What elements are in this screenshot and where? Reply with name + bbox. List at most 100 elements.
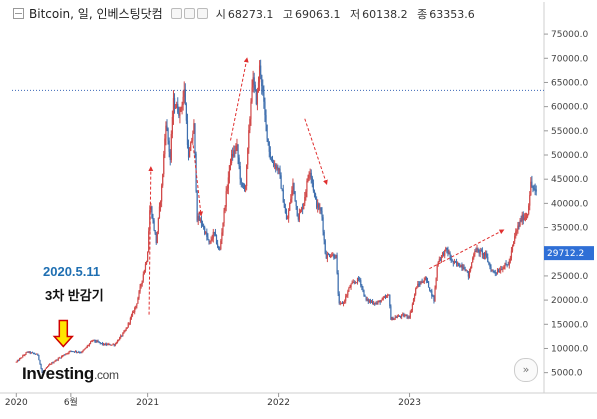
last-price-tag: [544, 246, 594, 261]
candle-body: [220, 240, 222, 249]
candle-body: [471, 262, 473, 269]
candle-body: [179, 108, 181, 116]
candle-body: [425, 277, 428, 281]
candle-body: [47, 365, 50, 367]
candle-body: [267, 138, 269, 142]
candle-body: [144, 264, 147, 271]
candle-body: [276, 166, 278, 169]
candle-body: [451, 260, 453, 262]
candle-body: [410, 309, 412, 313]
candle-body: [244, 186, 247, 190]
visibility-toggle-icon[interactable]: [170, 8, 182, 19]
candle-body: [161, 185, 163, 202]
candle-body: [361, 285, 363, 288]
candle-body: [309, 172, 311, 174]
candle-body: [416, 287, 418, 289]
candle-body: [45, 367, 48, 369]
candle-body: [393, 318, 395, 320]
candle-body: [207, 236, 209, 240]
candle-body: [89, 341, 92, 344]
candle-body: [496, 271, 499, 274]
trend-arrow: [429, 229, 505, 270]
candle-body: [206, 232, 208, 237]
candle-body: [501, 269, 503, 270]
settings-icon[interactable]: [183, 8, 195, 19]
candle-body: [162, 174, 164, 186]
candle-body: [194, 123, 196, 154]
candle-body: [475, 251, 477, 252]
candle-body: [102, 343, 105, 345]
candle-body: [126, 327, 128, 329]
candle-body: [356, 278, 359, 283]
candle-body: [401, 314, 403, 317]
candle-body: [208, 239, 210, 242]
candle-body: [142, 274, 144, 281]
candle-body: [493, 270, 495, 273]
candle-body: [127, 323, 129, 328]
candle-body: [376, 303, 378, 304]
candle-body: [391, 317, 393, 320]
candle-body: [96, 340, 98, 342]
candle-body: [41, 368, 43, 374]
candle-body: [467, 271, 469, 277]
candle-body: [308, 173, 310, 179]
candle-body: [524, 217, 527, 219]
candle-body: [36, 353, 38, 355]
candle-body: [328, 254, 331, 257]
candle-body: [531, 181, 533, 186]
candle-body: [124, 330, 126, 332]
candle-body: [181, 104, 183, 109]
candle-body: [485, 253, 487, 256]
candle-body: [29, 351, 31, 354]
candle-body: [255, 89, 257, 105]
candle-body: [216, 243, 219, 247]
candle-body: [149, 210, 151, 232]
double-chevron-right-icon[interactable]: »: [514, 358, 538, 382]
candle-body: [30, 352, 32, 354]
candle-body: [53, 361, 55, 363]
candle-body: [103, 343, 106, 346]
candle-body: [243, 186, 246, 190]
candle-body: [51, 362, 53, 365]
candle-body: [437, 261, 439, 265]
candle-body: [457, 262, 459, 264]
candle-body: [324, 240, 326, 254]
candle-body: [158, 206, 161, 218]
ohlc-readout: 시 68273.1 고 69063.1 저 60138.2 종 63353.6: [216, 6, 481, 22]
candle-body: [82, 350, 84, 352]
high-label: 고: [282, 7, 293, 21]
candle-body: [302, 207, 304, 210]
candle-body: [280, 175, 282, 189]
candle-body: [54, 361, 56, 362]
candle-body: [110, 345, 112, 346]
candle-body: [254, 84, 256, 90]
x-tick-label: 2022: [267, 398, 290, 408]
candle-body: [236, 145, 238, 146]
candle-body: [497, 271, 500, 273]
candle-body: [92, 340, 94, 342]
candle-body: [508, 261, 510, 266]
candle-body: [429, 287, 431, 291]
candle-body: [364, 295, 366, 297]
candle-body: [167, 128, 169, 141]
candle-body: [320, 208, 322, 211]
candle-body: [65, 354, 67, 355]
candle-body: [434, 287, 436, 301]
candle-body: [316, 198, 318, 208]
halving-date-label: 2020.5.11: [43, 264, 101, 279]
candle-body: [279, 168, 281, 176]
candle-body: [24, 354, 26, 356]
candle-body: [180, 108, 182, 110]
candle-body: [177, 103, 179, 113]
close-icon[interactable]: [196, 8, 208, 19]
collapse-icon[interactable]: [13, 8, 24, 19]
candle-body: [105, 343, 107, 346]
candle-body: [94, 339, 96, 342]
candle-body: [488, 261, 490, 264]
y-tick-label: 15000.0: [551, 320, 588, 330]
candle-body: [464, 269, 466, 272]
candle-body: [411, 304, 414, 310]
candle-body: [353, 282, 355, 283]
candle-body: [314, 193, 317, 199]
